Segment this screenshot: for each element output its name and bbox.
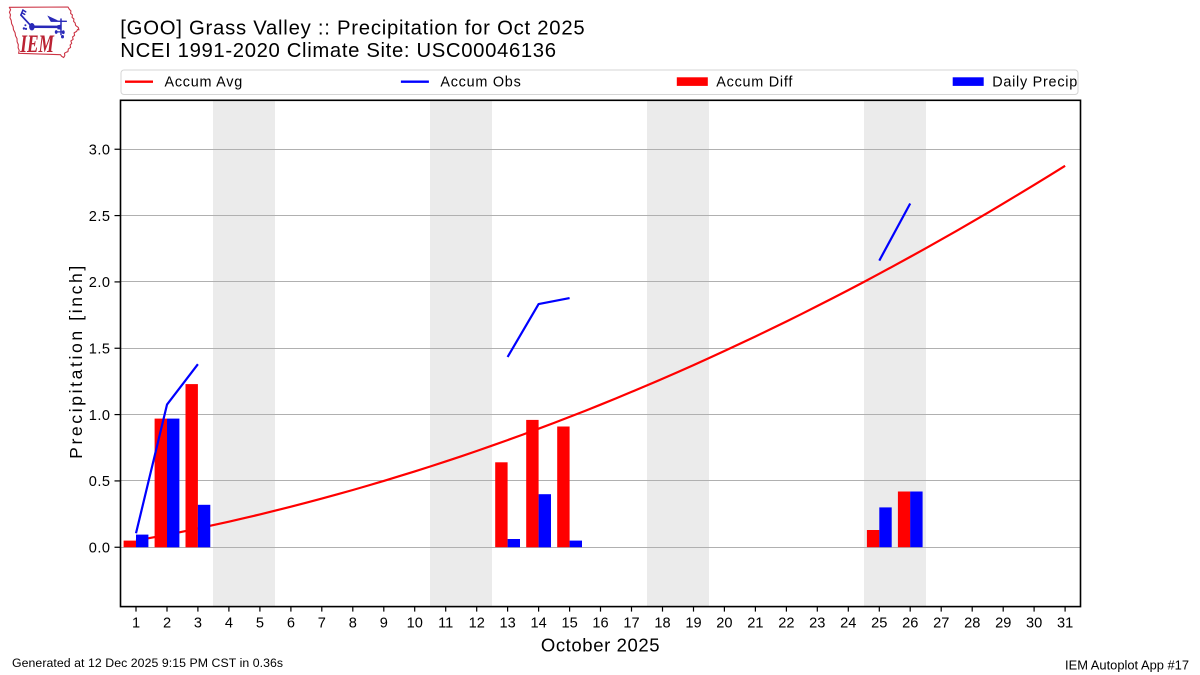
svg-text:IEM Autoplot App #17: IEM Autoplot App #17 — [1065, 657, 1189, 672]
svg-text:15: 15 — [561, 616, 577, 632]
svg-text:2.0: 2.0 — [89, 275, 111, 291]
svg-text:27: 27 — [933, 616, 949, 632]
svg-text:[GOO] Grass Valley :: Precipit: [GOO] Grass Valley :: Precipitation for … — [120, 17, 585, 39]
svg-text:4: 4 — [225, 616, 233, 632]
svg-text:9: 9 — [380, 616, 388, 632]
svg-text:2: 2 — [163, 616, 171, 632]
svg-text:20: 20 — [716, 616, 732, 632]
svg-text:NCEI 1991-2020 Climate Site: U: NCEI 1991-2020 Climate Site: USC00046136 — [120, 40, 556, 62]
svg-text:26: 26 — [902, 616, 918, 632]
svg-text:30: 30 — [1026, 616, 1042, 632]
svg-text:28: 28 — [964, 616, 980, 632]
svg-text:1.0: 1.0 — [89, 408, 111, 424]
svg-text:6: 6 — [287, 616, 295, 632]
svg-text:17: 17 — [623, 616, 639, 632]
svg-text:2.5: 2.5 — [89, 209, 111, 225]
svg-text:Accum Obs: Accum Obs — [440, 74, 521, 90]
svg-text:7: 7 — [318, 616, 326, 632]
svg-text:0.0: 0.0 — [89, 541, 111, 557]
svg-text:3.0: 3.0 — [89, 142, 111, 158]
svg-text:22: 22 — [778, 616, 794, 632]
svg-text:14: 14 — [530, 616, 546, 632]
svg-text:8: 8 — [349, 616, 357, 632]
svg-text:IEM: IEM — [19, 31, 54, 58]
svg-text:3: 3 — [194, 616, 202, 632]
svg-text:19: 19 — [685, 616, 701, 632]
svg-text:18: 18 — [654, 616, 670, 632]
svg-text:23: 23 — [809, 616, 825, 632]
svg-text:0.5: 0.5 — [89, 474, 111, 490]
svg-text:12: 12 — [469, 616, 485, 632]
svg-text:1: 1 — [132, 616, 140, 632]
svg-text:13: 13 — [499, 616, 515, 632]
svg-text:Precipitation [inch]: Precipitation [inch] — [66, 263, 86, 459]
svg-text:16: 16 — [592, 616, 608, 632]
svg-text:11: 11 — [438, 616, 453, 632]
svg-text:25: 25 — [871, 616, 887, 632]
svg-text:Accum Diff: Accum Diff — [716, 74, 793, 90]
svg-text:5: 5 — [256, 616, 264, 632]
svg-text:Accum Avg: Accum Avg — [165, 74, 243, 90]
svg-text:29: 29 — [995, 616, 1011, 632]
svg-text:1.5: 1.5 — [89, 341, 111, 357]
svg-text:Daily Precip: Daily Precip — [992, 74, 1078, 90]
svg-text:Generated at 12 Dec 2025 9:15: Generated at 12 Dec 2025 9:15 PM CST in … — [12, 656, 283, 670]
svg-text:21: 21 — [747, 616, 763, 632]
svg-text:24: 24 — [840, 616, 856, 632]
svg-text:October 2025: October 2025 — [541, 635, 660, 656]
svg-text:10: 10 — [407, 616, 423, 632]
svg-text:31: 31 — [1057, 616, 1073, 632]
